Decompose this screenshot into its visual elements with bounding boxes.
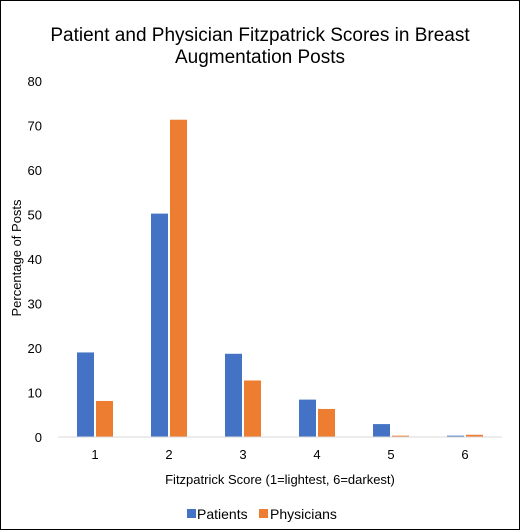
bar-patients-3 <box>225 353 242 437</box>
y-tick-label: 60 <box>28 163 42 178</box>
x-tick-label: 1 <box>91 447 98 462</box>
y-tick-label: 50 <box>28 208 42 223</box>
y-tick-label: 0 <box>35 430 42 445</box>
bar-physicians-4 <box>318 408 335 437</box>
x-axis-label: Fitzpatrick Score (1=lightest, 6=darkest… <box>165 472 395 487</box>
y-tick-label: 30 <box>28 297 42 312</box>
y-tick-label: 70 <box>28 119 42 134</box>
legend-swatch-patients <box>187 509 196 518</box>
y-tick-label: 10 <box>28 386 42 401</box>
x-tick-label: 4 <box>313 447 320 462</box>
x-tick-label: 3 <box>239 447 246 462</box>
legend: Patients Physicians <box>187 506 337 522</box>
chart-title-line-2: Augmentation Posts <box>175 47 345 68</box>
bar-patients-5 <box>373 424 390 437</box>
x-axis-ticks: 1 2 3 4 5 6 <box>91 447 468 462</box>
y-tick-label: 80 <box>28 74 42 89</box>
bar-physicians-6 <box>466 434 483 437</box>
bar-physicians-1 <box>96 400 113 437</box>
bar-physicians-3 <box>244 380 261 437</box>
legend-swatch-physicians <box>259 509 268 518</box>
chart-title-line-1: Patient and Physician Fitzpatrick Scores… <box>50 25 470 46</box>
bar-physicians-5 <box>392 435 409 437</box>
y-tick-label: 40 <box>28 252 42 267</box>
bar-physicians-2 <box>170 119 187 437</box>
y-tick-label: 20 <box>28 341 42 356</box>
x-tick-label: 5 <box>387 447 394 462</box>
legend-label-patients: Patients <box>197 506 248 522</box>
bar-patients-1 <box>77 352 94 437</box>
bar-patients-2 <box>151 213 168 437</box>
y-axis-label: Percentage of Posts <box>9 199 24 317</box>
x-tick-label: 6 <box>461 447 468 462</box>
x-tick-label: 2 <box>165 447 172 462</box>
bar-patients-6 <box>447 435 464 437</box>
legend-label-physicians: Physicians <box>270 506 337 522</box>
bars <box>77 119 483 437</box>
y-axis-ticks: 0 10 20 30 40 50 60 70 80 <box>28 74 42 445</box>
bar-patients-4 <box>299 399 316 437</box>
